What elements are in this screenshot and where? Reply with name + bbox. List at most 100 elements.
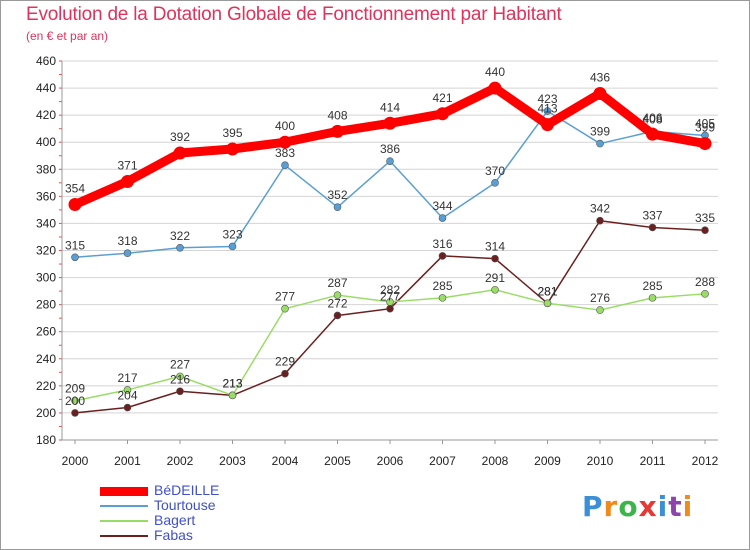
legend-swatch (100, 535, 148, 537)
data-label: 399 (590, 125, 610, 139)
data-label: 408 (327, 108, 347, 122)
data-label: 322 (170, 229, 190, 243)
data-label: 276 (590, 291, 610, 305)
y-tick-label: 340 (36, 216, 56, 230)
data-point (123, 249, 132, 258)
data-label: 213 (222, 376, 242, 390)
x-tick-label: 2001 (114, 454, 141, 468)
data-label: 285 (432, 279, 452, 293)
data-point (593, 86, 607, 100)
y-tick-label: 360 (36, 189, 56, 203)
data-point (596, 216, 604, 225)
legend-swatch (100, 520, 148, 522)
data-label: 423 (537, 92, 557, 106)
data-point (438, 294, 447, 302)
data-point (436, 107, 449, 121)
y-tick-label: 260 (36, 325, 56, 339)
data-point (278, 135, 292, 149)
data-point (176, 243, 184, 252)
data-label: 217 (117, 371, 137, 385)
data-label: 408 (642, 112, 662, 126)
data-point (333, 291, 342, 299)
data-point (596, 139, 604, 148)
data-point (491, 179, 499, 187)
x-tick-label: 2005 (324, 454, 351, 468)
legend-label: Bagert (154, 512, 196, 528)
x-tick-label: 2009 (534, 454, 561, 468)
data-point (68, 197, 82, 211)
logo-letter: i (682, 490, 694, 523)
data-point (228, 242, 237, 251)
data-label: 281 (537, 284, 557, 298)
data-point (331, 124, 344, 138)
data-point (383, 116, 397, 130)
data-label: 395 (222, 126, 242, 140)
data-label: 354 (65, 181, 85, 195)
data-point (596, 306, 604, 314)
legend-label: Fabas (154, 527, 193, 543)
data-point (491, 285, 499, 294)
data-label: 291 (485, 271, 505, 285)
x-tick-label: 2003 (219, 454, 246, 468)
logo-letter: x (638, 490, 658, 523)
data-point (281, 369, 289, 378)
grid-lines (62, 60, 718, 441)
data-point (648, 223, 657, 232)
data-point (123, 386, 132, 394)
line-chart: 180 200 220 240 260 280 300 320 340 360 380 400 420 4… (36, 54, 719, 468)
data-label: 213 (222, 376, 242, 390)
data-label: 282 (380, 283, 400, 297)
data-point (438, 214, 447, 222)
data-point (488, 81, 502, 95)
data-label: 405 (695, 116, 715, 130)
data-label: 287 (327, 276, 347, 290)
data-label: 272 (327, 296, 347, 310)
data-label: 335 (695, 211, 715, 225)
data-point (491, 254, 499, 263)
chart-subtitle: (en € et par an) (26, 29, 109, 43)
y-tick-label: 280 (36, 298, 56, 312)
data-label: 200 (65, 394, 85, 408)
data-label: 288 (695, 275, 715, 289)
data-label: 383 (275, 146, 295, 160)
y-tick-label: 180 (36, 433, 56, 447)
proxiti-logo: Proxiti (582, 490, 693, 523)
y-tick-label: 420 (36, 108, 56, 122)
data-point (543, 107, 552, 115)
data-point (71, 253, 79, 262)
data-label: 399 (695, 121, 715, 135)
x-tick-label: 2002 (167, 454, 194, 468)
data-label: 406 (642, 111, 662, 125)
data-point (438, 252, 447, 260)
legend-label: BéDEILLE (154, 482, 220, 498)
data-point (173, 146, 187, 160)
data-label: 281 (537, 284, 557, 298)
data-labels: 200 204 216 213 229 272 277 316 314 281 342 337 335 2… (65, 65, 715, 408)
data-label: 229 (275, 355, 295, 369)
data-label: 436 (590, 70, 610, 84)
data-point (123, 403, 132, 412)
data-label: 344 (432, 199, 452, 213)
data-point (646, 127, 659, 141)
y-tick-label: 320 (36, 244, 56, 258)
y-tick-label: 200 (36, 406, 56, 420)
data-label: 352 (327, 188, 347, 202)
data-point (543, 299, 552, 308)
chart-title: Evolution de la Dotation Globale de Fonc… (26, 4, 562, 25)
data-label: 392 (170, 130, 190, 144)
legend-label: Tourtouse (154, 497, 216, 513)
data-label: 370 (485, 164, 505, 178)
data-label: 277 (275, 290, 295, 304)
data-label: 314 (485, 240, 505, 254)
x-tick-label: 2010 (587, 454, 614, 468)
y-tick-label: 400 (36, 135, 56, 149)
data-point (281, 304, 289, 313)
data-point (701, 290, 709, 298)
data-point (386, 157, 394, 165)
data-point (71, 409, 79, 417)
data-label: 318 (117, 234, 137, 248)
x-tick-label: 2008 (482, 454, 509, 468)
data-label: 209 (65, 382, 85, 396)
data-point (121, 174, 134, 188)
data-label: 414 (380, 100, 400, 114)
